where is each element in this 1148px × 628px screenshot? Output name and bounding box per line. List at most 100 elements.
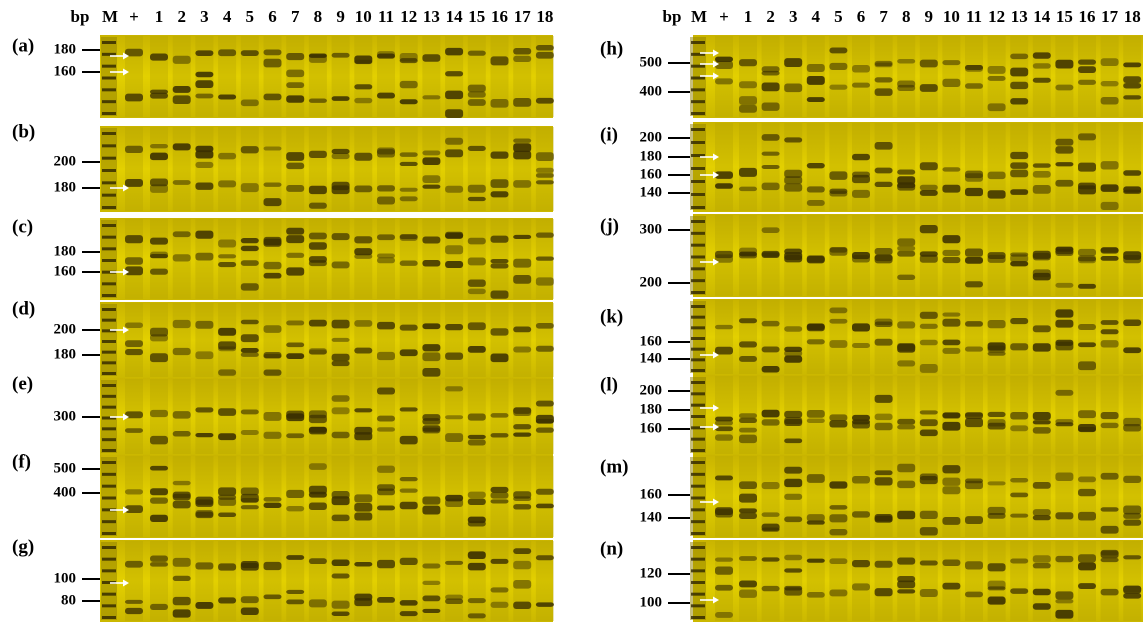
band	[422, 595, 441, 602]
lane-label: 9	[336, 7, 345, 26]
lane	[467, 303, 486, 377]
band	[240, 245, 259, 252]
band	[422, 505, 441, 515]
band	[467, 145, 486, 151]
marker-band	[102, 193, 116, 197]
band	[761, 585, 780, 592]
lane	[125, 127, 143, 211]
band	[399, 349, 418, 357]
lane	[331, 541, 350, 621]
band	[1100, 320, 1119, 325]
band	[399, 80, 418, 89]
marker-band	[691, 569, 705, 573]
marker-band	[102, 604, 116, 608]
lane-label: 18	[536, 7, 553, 26]
band	[399, 99, 418, 105]
lane	[942, 300, 961, 374]
band	[942, 184, 961, 193]
band	[965, 412, 983, 417]
band	[422, 323, 441, 330]
band	[218, 262, 237, 268]
band	[761, 346, 780, 353]
lane	[218, 36, 237, 117]
band	[1100, 507, 1119, 512]
lane	[852, 300, 870, 374]
lane	[739, 123, 757, 211]
band	[354, 185, 373, 193]
band	[195, 351, 214, 360]
marker-band	[102, 546, 116, 549]
band	[308, 348, 327, 355]
band	[1123, 505, 1142, 515]
band	[806, 186, 825, 193]
band	[852, 174, 870, 184]
band	[150, 603, 168, 611]
lane-label: bp	[663, 7, 682, 26]
band	[942, 339, 961, 346]
band	[784, 58, 803, 68]
lane	[784, 541, 803, 621]
band	[263, 502, 282, 508]
band	[263, 58, 282, 68]
band	[761, 102, 780, 111]
band	[331, 233, 350, 241]
lane	[535, 127, 554, 211]
band	[354, 152, 373, 161]
lane-label: +	[129, 7, 139, 26]
band	[987, 75, 1006, 81]
band	[739, 493, 757, 503]
band	[806, 255, 825, 264]
gel-panel	[690, 540, 1143, 622]
band	[897, 58, 916, 64]
band	[1010, 477, 1029, 483]
lane	[172, 36, 191, 117]
band	[897, 463, 916, 473]
band	[263, 497, 282, 502]
band	[467, 257, 486, 266]
marker-band	[102, 361, 116, 365]
marker-band	[102, 394, 116, 398]
band	[331, 52, 350, 58]
lane	[919, 376, 938, 454]
lane-label: 11	[966, 7, 982, 26]
lane	[1055, 376, 1074, 454]
band	[535, 256, 554, 261]
lane-label: 2	[766, 7, 775, 26]
band	[829, 420, 848, 428]
marker-band	[102, 438, 116, 442]
band	[490, 413, 509, 418]
marker-band	[691, 52, 705, 56]
band	[535, 152, 554, 162]
size-label: 180	[640, 148, 663, 164]
band	[1010, 252, 1029, 257]
band	[942, 318, 961, 327]
lane-label: 13	[423, 7, 440, 26]
band	[761, 164, 780, 169]
band	[377, 321, 395, 330]
band	[919, 473, 938, 481]
band	[1123, 475, 1142, 484]
band	[1055, 84, 1074, 91]
marker-band	[691, 426, 705, 430]
band	[1055, 422, 1074, 427]
marker-band	[102, 461, 116, 464]
band	[761, 134, 780, 141]
band	[739, 355, 757, 362]
gel-background	[693, 122, 1143, 212]
size-label: 180	[640, 401, 663, 417]
band	[172, 319, 191, 329]
lane	[422, 219, 441, 299]
panel-label: (n)	[600, 538, 623, 559]
band	[467, 345, 486, 353]
band	[852, 82, 870, 88]
band	[467, 184, 486, 193]
band	[852, 476, 870, 484]
band	[987, 596, 1006, 605]
arrow-head	[713, 596, 719, 604]
lane-label: +	[719, 7, 729, 26]
band	[377, 559, 395, 569]
lane-label: bp	[71, 7, 90, 26]
band	[874, 141, 893, 150]
lane	[1123, 376, 1142, 454]
band	[150, 353, 168, 363]
